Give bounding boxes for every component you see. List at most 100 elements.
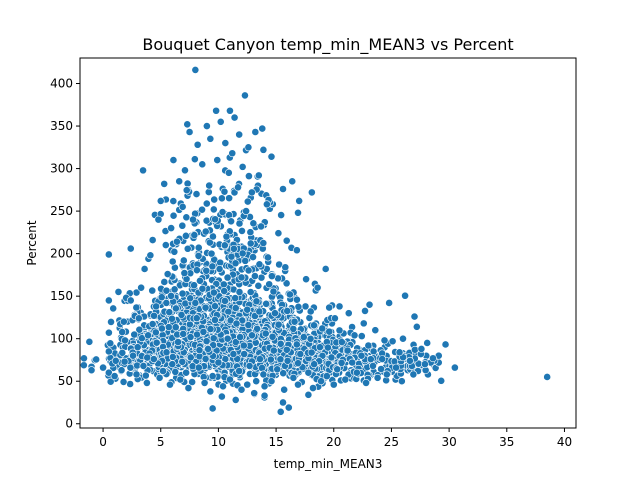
scatter-point [261,329,270,338]
scatter-point [238,227,246,235]
scatter-point [135,325,144,334]
scatter-point [111,356,120,365]
scatter-point [231,304,240,312]
scatter-point [202,337,211,346]
scatter-point [193,266,201,275]
scatter-point [207,249,216,258]
scatter-point [148,236,157,244]
scatter-point [265,280,274,289]
scatter-point [206,325,215,333]
scatter-point [217,392,226,401]
scatter-point [235,130,244,139]
scatter-point [392,363,400,372]
x-tick-label: 30 [441,435,456,449]
scatter-point [231,294,240,302]
scatter-point [271,309,279,318]
scatter-point [229,350,238,358]
scatter-point [281,263,290,272]
scatter-point [143,353,152,362]
scatter-point [247,188,256,197]
scatter-point [361,307,369,315]
scatter-point [409,370,418,379]
scatter-point [237,273,246,282]
scatter-point [258,124,267,133]
scatter-point [191,299,200,307]
scatter-point [198,284,207,293]
scatter-point [168,257,177,266]
scatter-point [283,356,292,365]
scatter-point [168,353,177,361]
scatter-point [181,231,190,240]
scatter-point [211,316,219,324]
scatter-point [382,370,391,379]
scatter-point [364,341,373,350]
scatter-point [289,324,298,333]
scatter-point [279,369,288,378]
scatter-point [244,266,253,275]
scatter-point [294,380,302,389]
scatter-point [333,365,342,374]
scatter-point [182,186,191,195]
scatter-point [296,350,305,358]
scatter-point [284,403,293,412]
scatter-point [329,380,338,389]
scatter-point [190,231,199,239]
scatter-point [371,326,380,335]
scatter-point [188,378,197,386]
scatter-point [441,340,450,349]
scatter-point [208,372,217,381]
scatter-point [238,249,247,258]
scatter-point [255,260,264,269]
scatter-point [335,302,344,311]
scatter-point [295,196,304,205]
scatter-point [204,344,212,353]
scatter-point [266,355,275,364]
scatter-point [302,275,310,284]
scatter-point [307,188,316,197]
scatter-point [170,247,179,256]
scatter-point [293,295,301,304]
scatter-point [245,172,253,181]
scatter-point [234,183,242,192]
y-tick-label: 200 [50,247,73,261]
x-tick-label: 25 [384,435,399,449]
scatter-point [292,246,301,255]
scatter-point [196,276,204,285]
x-axis-label: temp_min_MEAN3 [274,457,383,471]
scatter-point [216,117,225,126]
scatter-point [168,360,177,369]
scatter-point [420,360,429,369]
scatter-point [152,338,161,347]
scatter-point [178,221,187,230]
scatter-point [359,319,368,328]
scatter-point [289,373,298,382]
scatter-point [369,347,378,356]
scatter-point [183,179,192,188]
scatter-point [104,250,113,259]
scatter-point [162,286,171,295]
scatter-point [179,330,188,338]
scatter-point [167,291,175,300]
scatter-point [226,375,234,384]
scatter-point [352,368,361,377]
scatter-point [231,396,240,404]
scatter-point [120,357,129,366]
scatter-point [130,330,139,339]
scatter-point [106,377,115,386]
scatter-point [335,326,344,335]
scatter-point [80,354,88,363]
scatter-point [437,376,446,385]
scatter-point [219,280,228,289]
scatter-point [132,303,141,312]
scatter-point [365,300,374,309]
scatter-point [162,299,171,307]
scatter-point [139,362,148,370]
scatter-point [429,354,437,363]
scatter-point [172,237,181,246]
scatter-point [218,208,227,216]
scatter-point [110,372,119,381]
x-tick-label: 15 [268,435,283,449]
x-tick-label: 5 [157,435,165,449]
scatter-point [241,256,250,265]
